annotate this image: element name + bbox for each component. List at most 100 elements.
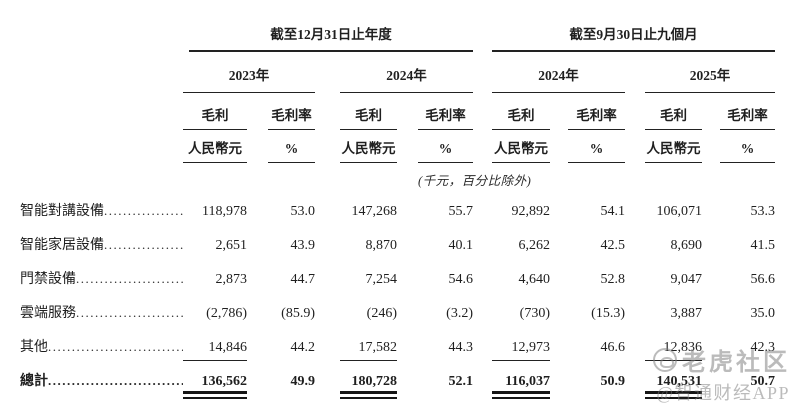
watermark: 老虎社区 @智通财经APP [616, 342, 790, 405]
unit-header-row: 人民幣元 % 人民幣元 % 人民幣元 % 人民幣元 % [20, 130, 775, 163]
table-row: 智能對講設備 118,978 53.0 147,268 55.7 92,892 … [20, 193, 775, 227]
watermark-brand-line: 老虎社区 [616, 342, 790, 377]
header-profit-label: 毛利 [492, 104, 550, 130]
unit-amount: 人民幣元 [183, 137, 247, 163]
year-label: 2023年 [183, 64, 315, 93]
cell-profit: 106,071 [656, 204, 703, 219]
total-label-text: 總計 [20, 374, 48, 389]
table-row: 雲端服務 (2,786) (85.9) (246) (3.2) (730) (1… [20, 295, 775, 329]
dot-leader [76, 305, 183, 322]
header-profit: 毛利 [473, 104, 550, 130]
watermark-source-text: @智通财经APP [656, 383, 790, 403]
row-label-text: 智能對講設備 [20, 204, 104, 219]
total-profit: 180,728 [315, 374, 397, 403]
gross-profit-table: 截至12月31日止年度 截至9月30日止九個月 2023年 2024年 2024… [20, 14, 775, 403]
total-profit: 136,562 [183, 374, 247, 403]
cell-margin: 55.7 [448, 204, 474, 219]
header-profit: 毛利 [183, 104, 247, 130]
row-label: 智能家居設備 [20, 234, 183, 261]
cell-profit: 8,690 [670, 238, 703, 253]
cell-profit: 17,582 [315, 340, 397, 363]
cell-margin: 41.5 [750, 238, 776, 253]
cell-margin: 35.0 [750, 306, 776, 321]
cell-profit: 147,268 [351, 204, 398, 219]
row-label-text: 其他 [20, 340, 48, 355]
period-group-9m: 截至9月30日止九個月 [473, 23, 775, 52]
total-profit: 140,531 [625, 374, 702, 403]
header-margin-label: 毛利率 [568, 104, 625, 130]
table-row: 智能家居設備 2,651 43.9 8,870 40.1 6,262 42.5 … [20, 227, 775, 261]
unit-percent-label: % [268, 141, 315, 163]
cell-margin: 42.3 [750, 340, 776, 355]
total-label: 總計 [20, 370, 183, 403]
header-margin-label: 毛利率 [418, 104, 473, 130]
unit-note: (千元，百分比除外) [418, 174, 532, 188]
unit-percent: % [550, 141, 625, 163]
cell-margin: 53.3 [750, 204, 776, 219]
cell-margin: 44.2 [290, 340, 316, 355]
period-label-9m: 截至9月30日止九個月 [492, 23, 775, 52]
table-row: 門禁設備 2,873 44.7 7,254 54.6 4,640 52.8 9,… [20, 261, 775, 295]
cell-profit: 118,978 [202, 204, 247, 219]
cell-margin: 52.8 [600, 272, 626, 287]
watermark-brand-text: 老虎社区 [682, 350, 790, 376]
header-margin: 毛利率 [550, 104, 625, 130]
cell-margin: 42.5 [600, 238, 626, 253]
unit-amount: 人民幣元 [315, 137, 397, 163]
dot-leader [76, 271, 183, 288]
cell-profit: 14,846 [183, 340, 247, 363]
period-label-fy: 截至12月31日止年度 [189, 23, 473, 52]
header-profit-label: 毛利 [183, 104, 247, 130]
row-label-text: 門禁設備 [20, 272, 76, 287]
cell-margin: (85.9) [281, 306, 315, 321]
tiger-logo-icon [653, 347, 677, 372]
unit-amount-label: 人民幣元 [183, 137, 247, 163]
year-2024-fy: 2024年 [315, 64, 473, 93]
header-profit-label: 毛利 [340, 104, 397, 130]
header-profit: 毛利 [315, 104, 397, 130]
cell-margin: 54.6 [448, 272, 474, 287]
header-profit: 毛利 [625, 104, 702, 130]
cell-profit: (246) [366, 306, 397, 321]
unit-amount-label: 人民幣元 [340, 137, 397, 163]
year-label: 2024年 [492, 64, 625, 93]
unit-percent-label: % [568, 141, 625, 163]
cell-profit: 3,887 [670, 306, 703, 321]
dot-leader [104, 203, 183, 220]
row-label: 智能對講設備 [20, 200, 183, 227]
unit-percent: % [397, 141, 473, 163]
year-2025-9m: 2025年 [625, 64, 775, 93]
cell-profit: (730) [519, 306, 550, 321]
unit-amount: 人民幣元 [625, 137, 702, 163]
row-label: 其他 [20, 336, 183, 363]
total-profit: 116,037 [473, 374, 550, 403]
header-margin: 毛利率 [702, 104, 775, 130]
cell-margin: 53.0 [290, 204, 316, 219]
cell-margin: 44.3 [448, 340, 474, 355]
year-header-row: 2023年 2024年 2024年 2025年 [20, 52, 775, 93]
cell-margin: 56.6 [750, 272, 776, 287]
year-2024-9m: 2024年 [473, 64, 625, 93]
cell-profit: 2,873 [215, 272, 248, 287]
unit-amount-label: 人民幣元 [645, 137, 702, 163]
cell-margin: 43.9 [290, 238, 316, 253]
year-label: 2024年 [340, 64, 473, 93]
unit-note-row: (千元，百分比除外) [20, 163, 775, 193]
total-margin: 49.9 [290, 374, 316, 389]
dot-leader [104, 237, 183, 254]
total-margin: 50.7 [750, 374, 776, 389]
cell-margin: (3.2) [446, 306, 473, 321]
unit-percent: % [247, 141, 315, 163]
cell-profit: 2,651 [215, 238, 248, 253]
cell-profit: 4,640 [518, 272, 551, 287]
period-group-fy: 截至12月31日止年度 [183, 23, 473, 52]
cell-profit: 92,892 [511, 204, 551, 219]
cell-profit: (2,786) [206, 306, 247, 321]
header-margin: 毛利率 [247, 104, 315, 130]
row-label: 雲端服務 [20, 302, 183, 329]
header-margin-label: 毛利率 [268, 104, 315, 130]
period-header-row: 截至12月31日止年度 截至9月30日止九個月 [20, 14, 775, 52]
cell-margin: (15.3) [591, 306, 625, 321]
cell-profit: 8,870 [365, 238, 398, 253]
